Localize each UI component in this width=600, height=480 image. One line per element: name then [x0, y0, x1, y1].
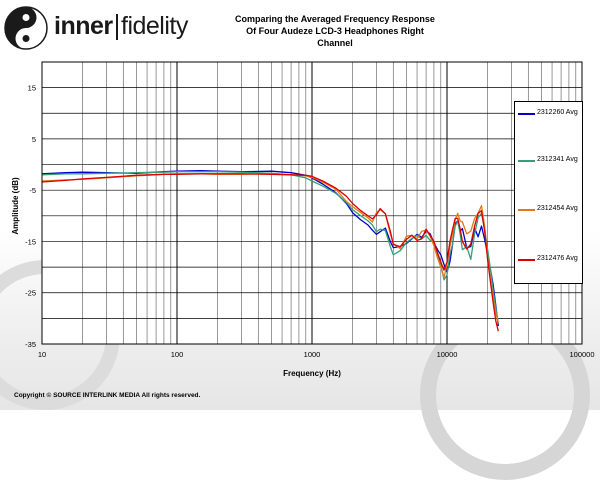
frequency-response-chart: 10 100 1000 10000 100000 15 5 -5 -15 -25 -35 Freq…	[11, 61, 595, 378]
brand-separator	[116, 14, 118, 40]
legend-label: 2312260 Avg	[537, 109, 578, 116]
legend-swatch	[518, 209, 535, 211]
chart-title-line-3: Channel	[317, 38, 353, 48]
y-tick-label: 15	[28, 84, 36, 93]
brand-inner: inner	[54, 12, 113, 40]
x-tick-label: 10000	[437, 350, 458, 359]
copyright-notice: Copyright © SOURCE INTERLINK MEDIA All r…	[14, 392, 201, 399]
x-tick-label: 1000	[304, 350, 321, 359]
legend-swatch	[518, 160, 535, 162]
legend-item-2312341: 2312341 Avg	[515, 155, 582, 167]
y-tick-label: -35	[25, 340, 36, 349]
legend-swatch	[518, 113, 535, 115]
series-line-2312476	[41, 173, 499, 332]
x-tick-label: 100	[171, 350, 184, 359]
brand-logo: inner fidelity	[4, 6, 194, 50]
chart-legend: 2312260 Avg 2312341 Avg 2312454 Avg 2312…	[514, 101, 583, 284]
yin-yang-logo-icon	[4, 6, 48, 50]
chart-title-line-2: Of Four Audeze LCD-3 Headphones Right	[246, 26, 424, 36]
legend-item-2312260: 2312260 Avg	[515, 108, 582, 120]
legend-label: 2312476 Avg	[537, 255, 578, 262]
legend-label: 2312454 Avg	[537, 205, 578, 212]
legend-label: 2312341 Avg	[537, 156, 578, 163]
series-lines	[41, 170, 499, 332]
x-axis-label: Frequency (Hz)	[283, 369, 341, 378]
legend-swatch	[518, 259, 535, 261]
y-tick-label: 5	[32, 135, 36, 144]
brand-fidelity: fidelity	[121, 12, 188, 40]
legend-item-2312454: 2312454 Avg	[515, 204, 582, 216]
y-tick-label: -5	[29, 186, 36, 195]
chart-title-line-1: Comparing the Averaged Frequency Respons…	[235, 14, 435, 24]
y-axis-label: Amplitude (dB)	[11, 177, 20, 235]
y-tick-label: -25	[25, 289, 36, 298]
x-tick-labels: 10 100 1000 10000 100000	[38, 350, 595, 359]
legend-item-2312476: 2312476 Avg	[515, 254, 582, 266]
chart-title: Comparing the Averaged Frequency Respons…	[230, 13, 440, 49]
x-tick-label: 10	[38, 350, 46, 359]
series-line-2312341	[41, 171, 499, 324]
y-tick-labels: 15 5 -5 -15 -25 -35	[25, 84, 36, 349]
y-tick-label: -15	[25, 237, 36, 246]
grid-lines	[41, 61, 582, 345]
x-tick-label: 100000	[569, 350, 594, 359]
